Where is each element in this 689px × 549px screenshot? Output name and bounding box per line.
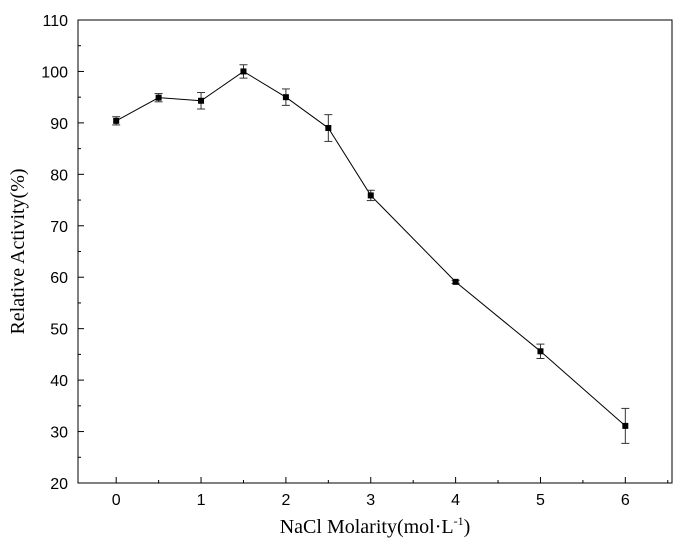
- data-point: [622, 422, 629, 429]
- data-point: [325, 125, 332, 132]
- y-tick-label: 90: [50, 116, 68, 133]
- x-axis-title: NaCl Molarity(mol·L-1): [280, 514, 471, 538]
- data-point: [155, 94, 162, 101]
- y-tick-label: 30: [50, 425, 68, 442]
- y-ticks: 20 30 40 50 60 70 80 90 100 110: [41, 13, 84, 493]
- y-tick-label: 60: [50, 270, 68, 287]
- data-point: [367, 192, 374, 199]
- y-tick-label: 110: [42, 13, 68, 30]
- y-tick-label: 50: [50, 322, 68, 339]
- x-tick-label: 1: [197, 492, 206, 509]
- data-point: [113, 117, 120, 124]
- y-tick-label: 40: [50, 373, 68, 390]
- x-tick-label: 5: [536, 492, 545, 509]
- data-point: [240, 68, 247, 75]
- data-point: [198, 97, 205, 104]
- y-tick-label: 80: [50, 167, 68, 184]
- data-point: [537, 348, 544, 355]
- y-axis-title: Relative Activity(%): [7, 168, 29, 334]
- x-tick-label: 6: [621, 492, 630, 509]
- x-axis-title-close: ): [464, 516, 471, 538]
- series-line: [115, 70, 626, 427]
- x-ticks: 0 1 2 3 4 5 6: [112, 477, 669, 509]
- data-point: [282, 94, 289, 101]
- plot-frame: [77, 19, 673, 484]
- data-series: [112, 64, 630, 444]
- x-axis-title-superscript: -1: [454, 514, 464, 528]
- x-tick-label: 3: [366, 492, 375, 509]
- x-tick-label: 0: [112, 492, 121, 509]
- data-point: [452, 278, 459, 285]
- y-tick-label: 20: [50, 476, 68, 493]
- x-axis-title-main: NaCl Molarity(mol·L: [280, 516, 454, 538]
- x-tick-label: 4: [451, 492, 460, 509]
- x-tick-label: 2: [281, 492, 290, 509]
- y-tick-label: 70: [50, 219, 68, 236]
- y-tick-label: 100: [41, 64, 68, 81]
